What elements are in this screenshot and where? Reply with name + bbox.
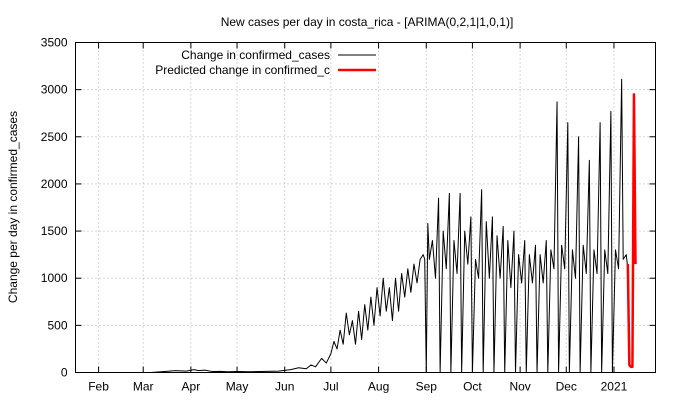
x-tick-label: Mar [133, 380, 154, 394]
x-tick-label: Sep [416, 380, 438, 394]
y-tick-label: 3500 [41, 36, 68, 50]
legend-label-predicted: Predicted change in confirmed_c [155, 63, 330, 77]
series-layer [150, 78, 637, 373]
x-tick-label: Apr [182, 380, 201, 394]
axis-ticks: 0 500 1000 1500 2000 2500 3000 3500 Feb Mar Apr May… [41, 36, 656, 394]
grid [75, 42, 656, 373]
legend-label-observed: Change in confirmed_cases [181, 48, 330, 62]
x-tick-label: Jun [275, 380, 294, 394]
x-tick-label: 2021 [601, 380, 628, 394]
x-tick-label: Jul [323, 380, 338, 394]
y-tick-label: 500 [47, 318, 67, 332]
y-axis-label: Change per day in confirmed_cases [6, 111, 20, 303]
x-tick-label: May [226, 380, 249, 394]
plot-frame [75, 42, 656, 373]
legend: Change in confirmed_cases Predicted chan… [155, 48, 376, 77]
x-tick-label: Nov [509, 380, 530, 394]
series-line-observed [150, 78, 629, 373]
y-tick-label: 2000 [41, 177, 68, 191]
y-tick-label: 1500 [41, 224, 68, 238]
y-tick-label: 0 [61, 366, 68, 380]
y-tick-label: 2500 [41, 130, 68, 144]
y-tick-label: 1000 [41, 271, 68, 285]
series-line-predicted [626, 93, 637, 369]
x-tick-label: Dec [556, 380, 577, 394]
chart-title: New cases per day in costa_rica - [ARIMA… [221, 15, 514, 29]
x-tick-label: Aug [368, 380, 389, 394]
x-tick-label: Feb [88, 380, 109, 394]
y-tick-label: 3000 [41, 83, 68, 97]
x-tick-label: Oct [463, 380, 482, 394]
